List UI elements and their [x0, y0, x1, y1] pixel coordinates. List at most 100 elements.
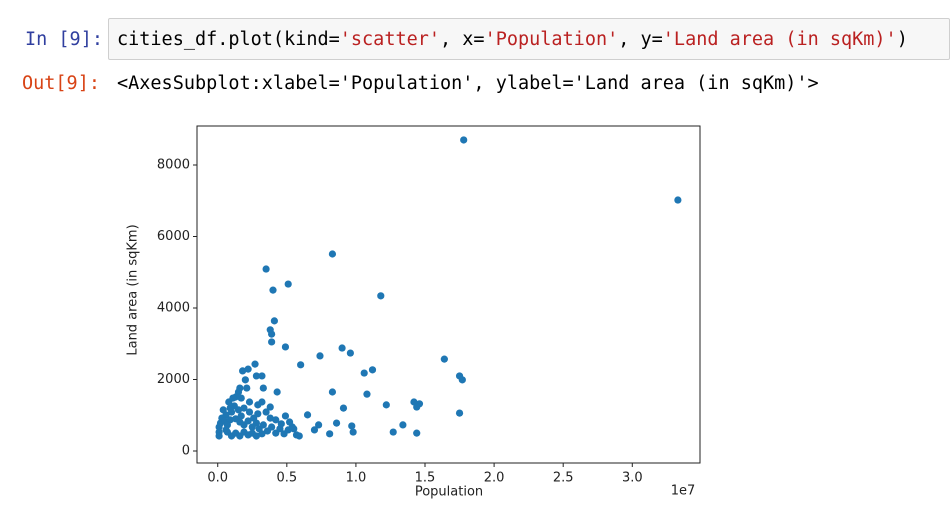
- x-tick-label: 1.5: [415, 471, 436, 486]
- point: [272, 416, 280, 424]
- code-cell[interactable]: [108, 18, 950, 60]
- y-axis-label: Land area (in sqKm): [126, 224, 141, 355]
- point: [339, 404, 348, 412]
- x-tick-label: 0.5: [276, 471, 297, 486]
- point: [332, 419, 341, 427]
- point: [270, 317, 278, 325]
- code: cities_df.plot(kind='scatter', x='Popula…: [117, 29, 908, 50]
- output-prompt: Out[9]:: [22, 73, 100, 94]
- point: [316, 352, 324, 360]
- point: [377, 292, 385, 300]
- point: [440, 355, 448, 363]
- point: [399, 421, 407, 429]
- point: [254, 401, 262, 409]
- point: [268, 423, 276, 431]
- point: [326, 430, 334, 438]
- point: [285, 418, 294, 426]
- point: [252, 432, 261, 440]
- point: [252, 372, 261, 380]
- point: [215, 432, 223, 440]
- point: [243, 384, 251, 392]
- point: [310, 426, 319, 434]
- point: [266, 403, 274, 411]
- point: [229, 394, 237, 402]
- code-token: cities_df.plot(kind=: [117, 29, 340, 50]
- y-tick-label: 6000: [157, 229, 190, 244]
- point: [240, 404, 248, 412]
- point: [346, 349, 354, 357]
- point: [338, 344, 346, 352]
- point: [281, 343, 290, 351]
- x-tick-label: 1.0: [346, 471, 367, 486]
- point: [460, 136, 468, 144]
- code-token: , y=: [618, 29, 663, 50]
- code-token: , x=: [440, 29, 485, 50]
- axes-frame: [196, 125, 701, 464]
- point: [258, 372, 266, 380]
- point: [284, 280, 292, 288]
- point: [239, 367, 247, 375]
- point: [219, 406, 227, 414]
- point: [349, 428, 357, 436]
- point: [245, 398, 254, 406]
- point: [413, 429, 421, 437]
- x-tick-label: 3.0: [622, 471, 643, 486]
- y-tick-label: 0: [182, 443, 190, 458]
- point: [328, 388, 337, 396]
- point: [674, 196, 682, 204]
- point: [382, 401, 390, 409]
- code-token: ): [896, 29, 908, 50]
- point: [259, 384, 267, 392]
- point: [237, 394, 245, 402]
- point: [295, 432, 303, 440]
- output-text: <AxesSubplot:xlabel='Population', ylabel…: [117, 73, 819, 94]
- input-prompt: In [9]:: [25, 29, 103, 50]
- point: [244, 417, 252, 425]
- point: [254, 410, 262, 418]
- point: [269, 286, 277, 294]
- y-tick-label: 2000: [157, 372, 190, 387]
- y-tick-label: 8000: [157, 158, 190, 173]
- code-string: 'Land area (in sqKm)': [662, 29, 897, 50]
- point: [251, 360, 259, 368]
- point: [268, 330, 276, 338]
- point: [259, 421, 267, 429]
- point: [268, 338, 276, 346]
- point: [389, 428, 397, 436]
- point: [244, 365, 252, 373]
- x-tick-label: 2.5: [553, 471, 574, 486]
- point: [281, 412, 290, 420]
- point: [234, 406, 243, 414]
- point: [245, 408, 254, 416]
- y-tick-label: 4000: [157, 300, 190, 315]
- x-offset-label: 1e7: [671, 484, 696, 499]
- point: [262, 408, 270, 416]
- point: [413, 403, 421, 411]
- x-tick-label: 2.0: [484, 471, 505, 486]
- point: [262, 265, 270, 273]
- point: [360, 369, 368, 377]
- point: [315, 421, 323, 429]
- point: [266, 414, 274, 422]
- point: [348, 422, 356, 430]
- x-axis-label: Population: [415, 485, 483, 500]
- point: [241, 376, 249, 384]
- point: [455, 409, 464, 417]
- code-string: 'scatter': [339, 29, 441, 50]
- point: [328, 250, 337, 258]
- point: [273, 388, 281, 396]
- point: [215, 423, 223, 431]
- point: [222, 426, 230, 434]
- point: [303, 411, 312, 419]
- point: [226, 404, 234, 412]
- point: [368, 366, 377, 374]
- x-tick-label: 0.0: [207, 471, 228, 486]
- point: [290, 425, 298, 433]
- point: [237, 412, 245, 420]
- point: [277, 420, 285, 428]
- code-string: 'Population': [484, 29, 619, 50]
- point: [297, 361, 305, 369]
- point: [363, 390, 371, 398]
